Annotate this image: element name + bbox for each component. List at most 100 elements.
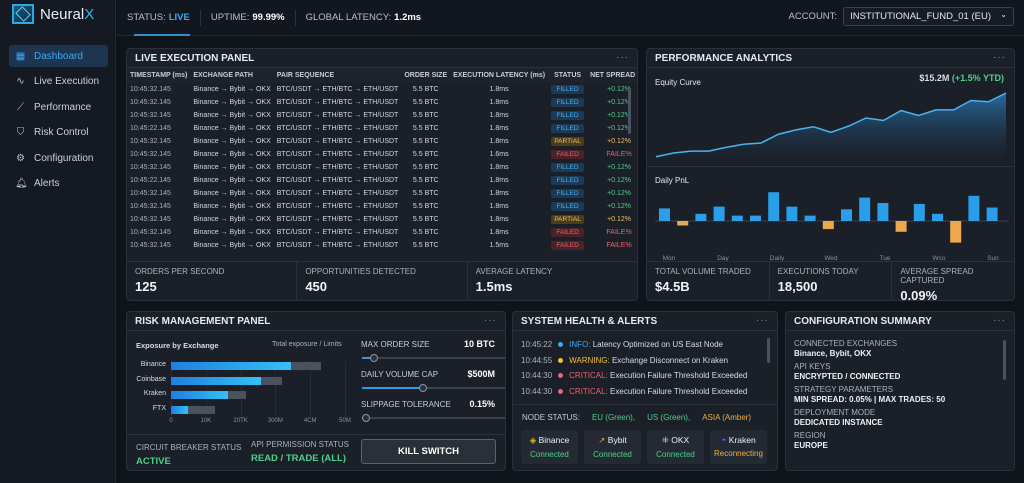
table-row[interactable]: 10:45:32.145 Binance → Bybit → OKX BTC/USD… [127,109,637,122]
table-cell: FAILE% [587,239,637,252]
uptime-indicator: UPTIME: 99.99% [201,9,296,26]
table-cell: Binance → Bybit → OKX [190,226,273,239]
stat-card: ORDERS PER SECOND 125 [127,262,298,300]
cell-text: Binance → Bybit → OKX [193,177,271,184]
cell-text: 10:45:32.145 [130,138,171,145]
sidebar-item-configuration[interactable]: ⚙ Configuration [9,147,108,169]
sidebar-item-live-execution[interactable]: ∿ Live Execution [9,71,108,93]
pnl-bar [877,203,889,221]
table-row[interactable]: 10:45:22.145 Binance → Bybit → OKX BTC/USD… [127,174,637,187]
status-badge: FILLED [551,124,585,133]
slider-max-order-size[interactable] [362,354,505,362]
cell-text: 1.5ms [489,242,509,249]
cell-text: FAILE% [606,151,632,158]
column-header[interactable]: EXECUTION LATENCY (ms) [450,68,549,83]
table-cell: 1.8ms [450,226,548,239]
table-row[interactable]: 10:45:32.145 Binance → Bybit → OKX BTC/USD… [127,226,637,239]
cell-text: BTC/USDT → ETH/BTC → ETH/USDT [276,112,399,119]
column-header[interactable]: NET SPREAD (%) [587,68,637,83]
slider-handle[interactable] [369,354,378,362]
equity-value: $15.2M (+1.5% YTD) [919,73,1004,83]
alert-item[interactable]: 10:44:30 CRITICAL: Execution Failure Thre… [513,384,763,400]
axis-tick-label: 4CM [303,418,317,424]
table-cell: +0.12% [587,83,637,96]
table-row[interactable]: 10:45:32.145 Binance → Bybit → OKX BTC/USD… [127,213,637,226]
slider-slippage-tolerance[interactable] [362,414,505,422]
kill-switch-button[interactable]: KILL SWITCH [361,439,496,464]
more-icon[interactable]: ··· [993,315,1006,326]
cell-text: Binance → Bybit → OKX [193,99,271,106]
sidebar-item-label: Configuration [34,152,94,164]
scrollbar[interactable] [767,338,770,363]
table-cell: PARTIAL [548,135,587,148]
cell-text: Binance → Bybit → OKX [193,229,271,236]
latency-indicator: GLOBAL LATENCY: 1.2ms [305,12,422,23]
slider-daily-volume-cap[interactable] [362,384,505,392]
more-icon[interactable]: ··· [993,52,1006,63]
sidebar-item-risk-control[interactable]: ⛉ Risk Control [9,122,108,144]
slider-handle[interactable] [362,414,370,422]
cell-text: +0.12% [607,125,631,132]
sidebar-nav: ▦ Dashboard ∿ Live Execution ⟋ Performance ⛉ Ri… [9,45,108,198]
table-row[interactable]: 10:45:32.145 Binance → Bybit → OKX BTC/USD… [127,148,637,161]
account-selector: ACCOUNT: INSTITUTIONAL_FUND_01 (EU) ⌄ [789,7,1014,26]
table-cell: 5.5 BTC [401,174,450,187]
cell-text: 10:45:32.145 [130,99,171,106]
cell-text: 10:45:32.145 [130,151,171,158]
column-header[interactable]: PAIR SEQUENCE [273,68,402,83]
more-icon[interactable]: ··· [484,315,497,326]
column-header[interactable]: ORDER SIZE [401,68,451,83]
logo[interactable]: NeuralX [12,4,94,24]
scrollbar[interactable] [1003,340,1006,380]
cell-text: BTC/USDT → ETH/BTC → ETH/USDT [276,229,399,236]
pnl-bar [950,221,962,243]
status-indicator[interactable]: STATUS: LIVE [117,9,201,36]
pnl-bar [804,215,816,221]
stat-label: AVERAGE LATENCY [475,267,553,276]
equity-label: Equity Curve [655,78,701,87]
table-row[interactable]: 10:45:32.145 Binance → Bybit → OKX BTC/USD… [127,161,637,174]
cell-text: 10:45:32.145 [130,203,171,210]
table-row[interactable]: 10:45:32.145 Binance → Bybit → OKX BTC/USD… [127,96,637,109]
alert-item[interactable]: 10:44:30 CRITICAL: Execution Failure Thre… [513,368,763,384]
exposure-label: Coinbase [136,375,166,383]
scrollbar[interactable] [628,89,631,134]
stat-label: TOTAL VOLUME TRADED [655,267,751,276]
sidebar-item-performance[interactable]: ⟋ Performance [9,96,108,118]
table-cell: 10:45:32.145 [127,213,190,226]
table-cell: 5.5 BTC [401,226,450,239]
table-row[interactable]: 10:45:32.145 Binance → Bybit → OKX BTC/USD… [127,200,637,213]
cell-text: +0.12% [607,203,631,210]
sidebar-item-alerts[interactable]: 🔔︎ Alerts [9,173,108,195]
slider-value: $500M [467,369,495,379]
sidebar-item-dashboard[interactable]: ▦ Dashboard [9,45,108,67]
table-row[interactable]: 10:45:32.145 Binance → Bybit → OKX BTC/USD… [127,187,637,200]
more-icon[interactable]: ··· [616,52,629,63]
table-row[interactable]: 10:45:22.145 Binance → Bybit → OKX BTC/USD… [127,122,637,135]
exchange-card-bybit[interactable]: ↗ Bybit Connected [584,430,641,464]
alert-item[interactable]: 10:45:22 INFO: Latency Optimized on US Ea… [513,337,763,353]
exchange-card-kraken[interactable]: ◓ Kraken Reconnecting [710,430,767,464]
exchange-card-okx[interactable]: ⁜ OKX Connected [647,430,704,464]
logo-icon [12,4,34,24]
risk-panel: RISK MANAGEMENT PANEL ··· Exposure by Exc… [126,311,506,471]
cell-text: 1.8ms [489,125,509,132]
table-row[interactable]: 10:45:32.145 Binance → Bybit → OKX BTC/USD… [127,239,637,252]
sidebar-item-label: Performance [34,101,92,113]
column-header[interactable]: TIMESTAMP (ms) [127,68,191,83]
slider-handle[interactable] [419,384,427,392]
alert-item[interactable]: 10:44:55 WARNING: Exchange Disconnect on … [513,353,763,369]
pnl-bar [750,215,761,221]
circuit-breaker-value: ACTIVE [136,456,171,467]
account-dropdown[interactable]: INSTITUTIONAL_FUND_01 (EU) ⌄ [843,7,1014,26]
sidebar-item-label: Alerts [34,178,60,189]
sidebar-item-label: Dashboard [34,50,83,62]
table-row[interactable]: 10:45:32.145 Binance → Bybit → OKX BTC/USD… [127,135,637,148]
column-header[interactable]: STATUS [548,68,588,83]
status-badge: FILLED [551,189,585,198]
column-header[interactable]: EXCHANGE PATH [190,68,274,83]
exchange-card-binance[interactable]: ◈ Binance Connected [521,430,578,464]
table-cell: 10:45:32.145 [127,226,190,239]
more-icon[interactable]: ··· [756,315,769,326]
table-row[interactable]: 10:45:32.145 Binance → Bybit → OKX BTC/USD… [127,83,637,96]
